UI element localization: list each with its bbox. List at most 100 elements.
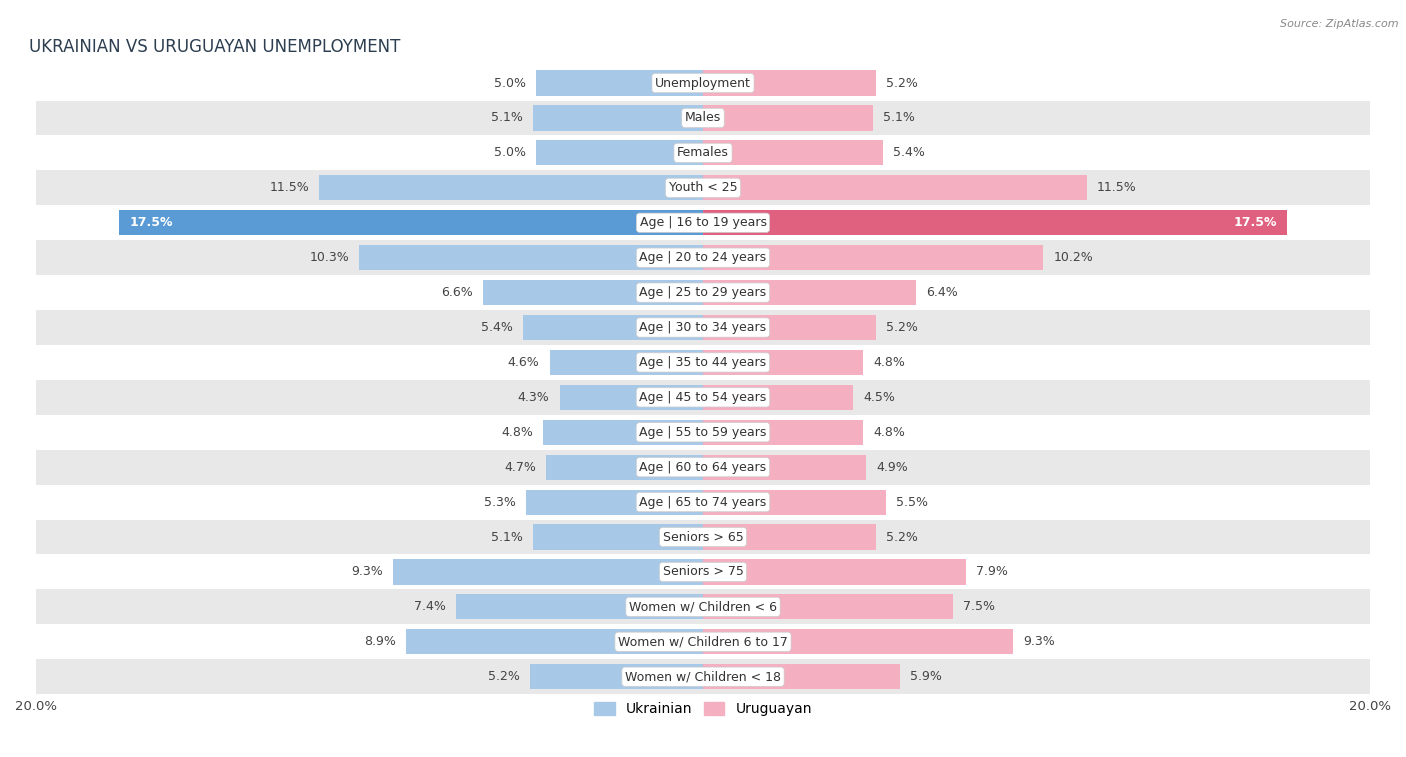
Text: Age | 16 to 19 years: Age | 16 to 19 years — [640, 217, 766, 229]
Text: 11.5%: 11.5% — [1097, 182, 1136, 195]
Bar — [37, 136, 1369, 170]
Text: 5.1%: 5.1% — [491, 531, 523, 544]
Bar — [120, 210, 703, 235]
Bar — [703, 105, 873, 130]
Bar — [37, 450, 1369, 484]
Text: Age | 55 to 59 years: Age | 55 to 59 years — [640, 425, 766, 439]
Text: 7.4%: 7.4% — [415, 600, 446, 613]
Text: Age | 65 to 74 years: Age | 65 to 74 years — [640, 496, 766, 509]
Text: 4.7%: 4.7% — [505, 461, 536, 474]
Bar — [703, 455, 866, 480]
Bar — [37, 625, 1369, 659]
Text: 4.8%: 4.8% — [873, 356, 905, 369]
Bar — [523, 315, 703, 340]
Bar — [703, 559, 966, 584]
Bar — [560, 385, 703, 410]
Text: 6.6%: 6.6% — [441, 286, 472, 299]
Text: Age | 45 to 54 years: Age | 45 to 54 years — [640, 391, 766, 403]
Text: 5.2%: 5.2% — [886, 321, 918, 334]
Text: 5.4%: 5.4% — [893, 146, 925, 160]
Bar — [37, 240, 1369, 275]
Text: 5.9%: 5.9% — [910, 670, 942, 684]
Text: 6.4%: 6.4% — [927, 286, 959, 299]
Bar — [703, 664, 900, 690]
Bar — [536, 70, 703, 95]
Text: Unemployment: Unemployment — [655, 76, 751, 89]
Bar — [37, 380, 1369, 415]
Text: 4.8%: 4.8% — [873, 425, 905, 439]
Bar — [37, 310, 1369, 345]
Text: 4.5%: 4.5% — [863, 391, 896, 403]
Text: 17.5%: 17.5% — [129, 217, 173, 229]
Bar — [703, 280, 917, 305]
Text: Age | 25 to 29 years: Age | 25 to 29 years — [640, 286, 766, 299]
Bar — [703, 385, 853, 410]
Text: 5.4%: 5.4% — [481, 321, 513, 334]
Bar — [536, 140, 703, 166]
Text: 5.0%: 5.0% — [495, 146, 526, 160]
Bar — [703, 594, 953, 619]
Text: 4.3%: 4.3% — [517, 391, 550, 403]
Bar — [37, 101, 1369, 136]
Bar — [543, 419, 703, 445]
Text: 5.2%: 5.2% — [488, 670, 520, 684]
Text: 7.5%: 7.5% — [963, 600, 995, 613]
Text: Seniors > 65: Seniors > 65 — [662, 531, 744, 544]
Bar — [703, 140, 883, 166]
Text: 4.8%: 4.8% — [501, 425, 533, 439]
Text: 4.9%: 4.9% — [876, 461, 908, 474]
Bar — [533, 105, 703, 130]
Text: 7.9%: 7.9% — [977, 565, 1008, 578]
Text: UKRAINIAN VS URUGUAYAN UNEMPLOYMENT: UKRAINIAN VS URUGUAYAN UNEMPLOYMENT — [30, 38, 401, 56]
Bar — [530, 664, 703, 690]
Bar — [37, 345, 1369, 380]
Bar — [360, 245, 703, 270]
Bar — [703, 490, 886, 515]
Text: Women w/ Children 6 to 17: Women w/ Children 6 to 17 — [619, 635, 787, 648]
Bar — [703, 525, 876, 550]
Text: Males: Males — [685, 111, 721, 124]
Text: 17.5%: 17.5% — [1233, 217, 1277, 229]
Bar — [703, 245, 1043, 270]
Text: Age | 30 to 34 years: Age | 30 to 34 years — [640, 321, 766, 334]
Bar — [482, 280, 703, 305]
Text: Women w/ Children < 18: Women w/ Children < 18 — [626, 670, 780, 684]
Legend: Ukrainian, Uruguayan: Ukrainian, Uruguayan — [589, 696, 817, 722]
Text: Seniors > 75: Seniors > 75 — [662, 565, 744, 578]
Bar — [37, 590, 1369, 625]
Text: 8.9%: 8.9% — [364, 635, 396, 648]
Text: 10.2%: 10.2% — [1053, 251, 1092, 264]
Bar — [37, 205, 1369, 240]
Bar — [37, 170, 1369, 205]
Bar — [37, 519, 1369, 554]
Bar — [550, 350, 703, 375]
Bar — [37, 554, 1369, 590]
Bar — [703, 419, 863, 445]
Text: 11.5%: 11.5% — [270, 182, 309, 195]
Text: Source: ZipAtlas.com: Source: ZipAtlas.com — [1281, 19, 1399, 29]
Bar — [406, 629, 703, 654]
Text: 5.0%: 5.0% — [495, 76, 526, 89]
Text: 5.1%: 5.1% — [883, 111, 915, 124]
Text: 9.3%: 9.3% — [1024, 635, 1054, 648]
Text: 5.5%: 5.5% — [897, 496, 928, 509]
Bar — [37, 659, 1369, 694]
Text: Age | 20 to 24 years: Age | 20 to 24 years — [640, 251, 766, 264]
Bar — [703, 629, 1014, 654]
Text: Age | 60 to 64 years: Age | 60 to 64 years — [640, 461, 766, 474]
Text: 5.2%: 5.2% — [886, 531, 918, 544]
Text: Age | 35 to 44 years: Age | 35 to 44 years — [640, 356, 766, 369]
Text: 5.3%: 5.3% — [484, 496, 516, 509]
Bar — [37, 484, 1369, 519]
Text: Youth < 25: Youth < 25 — [669, 182, 737, 195]
Bar — [547, 455, 703, 480]
Bar — [37, 66, 1369, 101]
Bar — [37, 275, 1369, 310]
Bar — [703, 210, 1286, 235]
Bar — [392, 559, 703, 584]
Text: 9.3%: 9.3% — [352, 565, 382, 578]
Text: 5.1%: 5.1% — [491, 111, 523, 124]
Bar — [526, 490, 703, 515]
Text: 4.6%: 4.6% — [508, 356, 540, 369]
Text: 5.2%: 5.2% — [886, 76, 918, 89]
